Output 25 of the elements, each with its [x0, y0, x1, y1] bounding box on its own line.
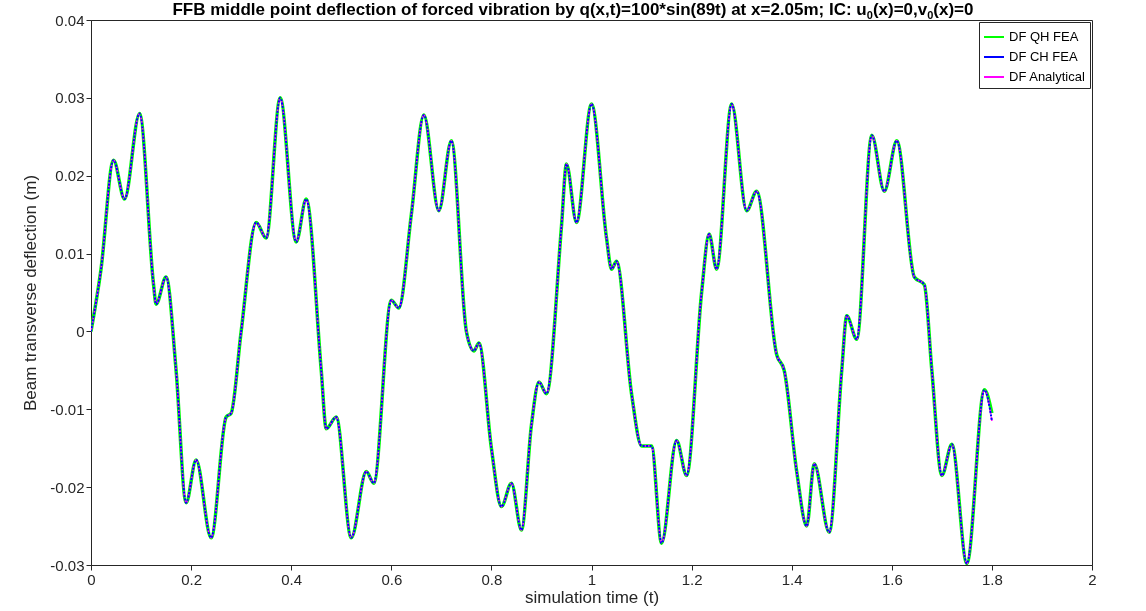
- y-axis-title: Beam transverse deflection (m): [21, 174, 41, 412]
- y-tick-label: 0.01: [55, 245, 85, 263]
- x-tick-label: 1.8: [981, 570, 1003, 588]
- x-tick-label: 1.4: [781, 570, 803, 588]
- legend-label: DF QH FEA: [1009, 29, 1079, 44]
- x-tick-label: 0.8: [481, 570, 503, 588]
- chart-title: FFB middle point deflection of forced vibration by q(x,t)=100*sin(89t) at x=2.05m; IC: u$_{0}$(x)=0,v$_{0}$(x)=0: [172, 0, 974, 22]
- y-tick-label: 0.04: [55, 11, 85, 29]
- x-tick-label: 2: [1088, 570, 1097, 588]
- y-tick-label: -0.03: [50, 556, 85, 574]
- x-axis-title: simulation time (t): [524, 587, 660, 607]
- x-tick-label: 0.4: [281, 570, 303, 588]
- y-tick-label: 0.02: [55, 167, 85, 185]
- y-tick-label: 0: [76, 322, 85, 340]
- legend-label: DF CH FEA: [1009, 49, 1078, 64]
- x-tick-label: 0: [87, 570, 96, 588]
- legend-label: DF Analytical: [1009, 69, 1085, 84]
- x-tick-label: 0.2: [181, 570, 203, 588]
- y-tick-label: 0.03: [55, 89, 85, 107]
- x-tick-label: 1: [587, 570, 597, 588]
- x-tick-label: 1.6: [881, 570, 903, 588]
- y-tick-label: -0.01: [50, 400, 85, 418]
- y-tick-label: -0.02: [50, 478, 85, 496]
- x-tick-label: 1.2: [681, 570, 703, 588]
- x-tick-label: 0.6: [381, 570, 403, 588]
